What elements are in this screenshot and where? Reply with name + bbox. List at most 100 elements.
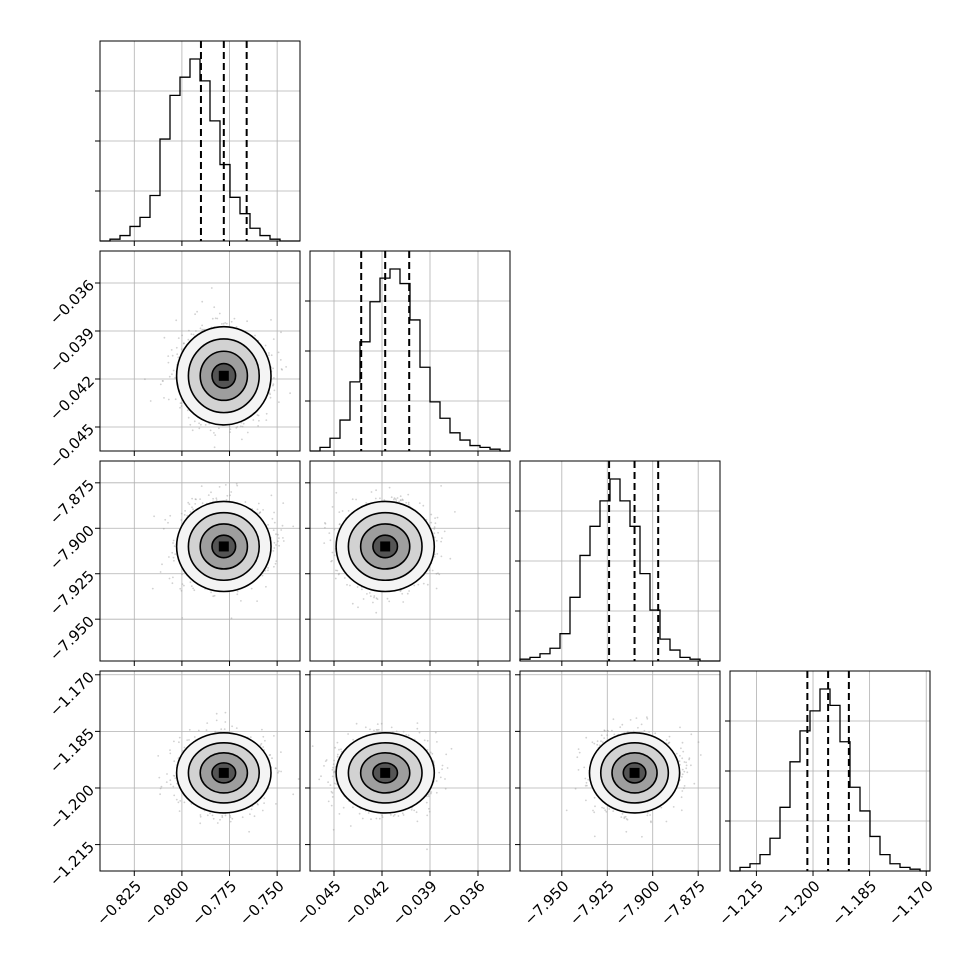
scatter-point [246,431,249,434]
scatter-point [181,334,184,337]
scatter-point [375,611,378,614]
scatter-point [402,601,405,603]
scatter-point [211,814,214,817]
scatter-point [280,770,282,773]
scatter-point [357,606,359,609]
scatter-point [230,491,233,493]
scatter-point [271,517,274,520]
scatter-point [268,352,270,354]
scatter-point [477,527,480,530]
scatter-point [338,523,341,525]
scatter-point [230,617,233,620]
scatter-point [167,398,170,401]
scatter-point [256,508,259,511]
scatter-point [370,491,373,493]
scatter-point [181,617,184,619]
scatter-point [172,539,175,542]
scatter-point [272,550,275,552]
scatter-point [426,583,429,586]
scatter-point [198,422,201,425]
scatter-point [201,328,204,331]
scatter-point [174,398,177,401]
scatter-point [258,512,260,515]
scatter-point [236,590,239,593]
scatter-point [281,524,284,527]
y-tick-label: −7.925 [46,567,98,619]
scatter-point [280,331,282,334]
scatter-point [187,338,190,341]
scatter-point [366,593,368,595]
scatter-point [405,501,408,504]
scatter-point [285,366,287,368]
scatter-point [329,539,332,542]
scatter-point [292,525,295,528]
scatter-point [257,414,260,417]
scatter-point [212,497,215,500]
scatter-point [211,317,214,320]
scatter-point [225,322,228,325]
scatter-contour-panel: −0.045−0.042−0.039−0.036 [46,250,301,472]
scatter-point [189,423,192,426]
scatter-point [375,489,377,492]
y-tick-label: −0.042 [46,372,98,424]
scatter-point [174,553,177,555]
scatter-point [214,434,217,436]
scatter-point [188,728,191,731]
scatter-point [278,401,280,403]
scatter-point [209,429,212,432]
scatter-point [241,438,243,441]
scatter-point [269,396,272,399]
scatter-point [168,556,170,558]
scatter-point [167,361,170,364]
scatter-point [262,735,265,738]
scatter-point [273,547,276,549]
scatter-point [347,510,350,512]
scatter-point [254,334,256,337]
scatter-point [349,584,351,587]
scatter-point [174,376,177,379]
scatter-point [172,785,175,788]
scatter-point [223,728,226,730]
scatter-point [179,402,182,404]
scatter-point [179,406,181,409]
scatter-point [273,377,275,379]
scatter-point [144,378,146,381]
scatter-point [207,494,210,496]
scatter-point [195,330,197,332]
scatter-point [372,601,374,604]
density-peak [218,541,229,552]
scatter-point [213,432,215,434]
scatter-point [225,499,228,501]
scatter-point [179,587,182,590]
scatter-point [433,532,436,535]
scatter-point [183,514,186,516]
scatter-point [160,785,163,788]
scatter-point [435,587,438,590]
scatter-point [164,518,167,521]
scatter-point [178,810,181,812]
scatter-point [272,338,275,340]
scatter-point [183,584,185,587]
scatter-point [270,494,273,497]
scatter-point [191,497,194,500]
scatter-point [331,506,334,508]
scatter-point [271,757,273,760]
scatter-point [440,555,443,558]
scatter-point [180,348,183,351]
scatter-point [215,712,218,715]
scatter-point [218,427,220,430]
scatter-point [199,327,202,330]
scatter-point [406,592,409,595]
scatter-point [328,532,331,534]
scatter-point [236,593,239,596]
scatter-point [179,800,182,802]
scatter-point [434,517,436,519]
scatter-point [422,504,425,507]
scatter-contour-panel: −0.825−0.800−0.775−0.750−1.215−1.200−1.1… [46,668,301,929]
scatter-point [334,577,337,580]
scatter-point [200,423,202,426]
scatter-point [162,527,165,530]
y-tick-label: −0.045 [46,420,98,472]
scatter-point [194,503,197,505]
